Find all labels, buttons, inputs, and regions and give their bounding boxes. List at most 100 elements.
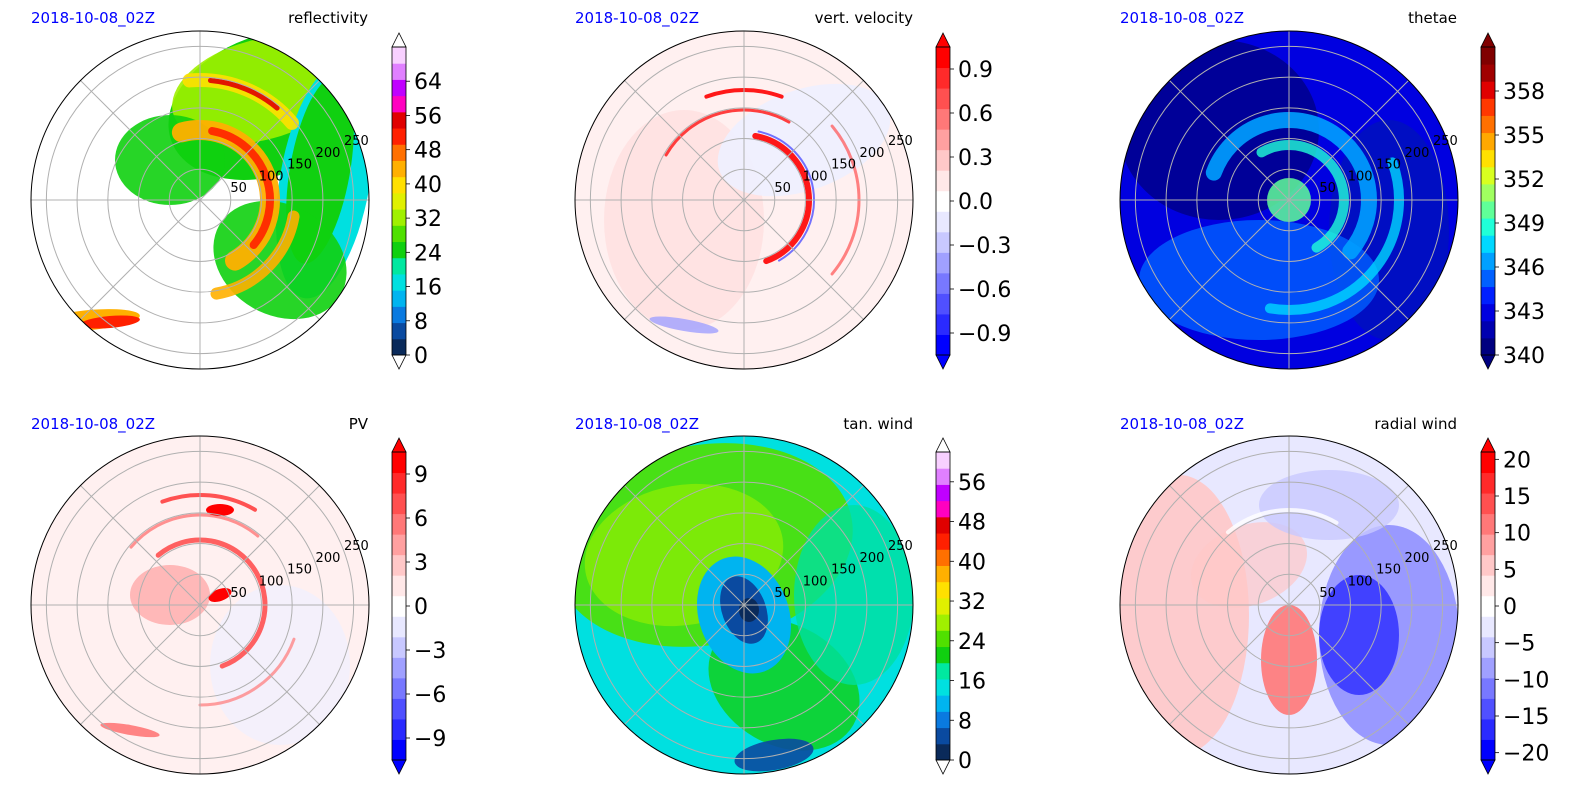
colorbar-segment: [1481, 269, 1495, 288]
colorbar-segment: [936, 293, 950, 315]
colorbar-segment: [392, 95, 406, 113]
grid-spoke: [743, 604, 864, 725]
valid-time-label: 2018-10-08_02Z: [575, 415, 699, 434]
colorbar-segment: [392, 338, 406, 356]
colorbar-tick-label: 64: [414, 70, 442, 95]
colorbar-segment: [936, 646, 950, 664]
colorbar-segment: [936, 516, 950, 534]
colorbar-segment: [936, 565, 950, 583]
grid-spoke: [199, 604, 320, 725]
colorbar-segment: [1481, 218, 1495, 236]
polar-grid: [575, 436, 913, 774]
eyewall-core: [208, 127, 274, 249]
colorbar-segment: [1481, 115, 1495, 134]
ring-label: 100: [803, 574, 828, 589]
colorbar-segment: [1481, 513, 1495, 535]
colorbar-tick-label: 10: [1503, 522, 1531, 547]
colorbar-segment: [1481, 452, 1495, 474]
colorbar-segment: [392, 554, 406, 576]
panel-title: thetae: [1408, 9, 1457, 27]
ring-label: 50: [774, 181, 791, 196]
colorbar-segment: [392, 160, 406, 178]
colorbar-tick-label: 40: [414, 173, 442, 198]
colorbar-segment: [392, 636, 406, 658]
colorbar-tick-label: −20: [1503, 742, 1549, 767]
colorbar-tick-label: 24: [958, 630, 986, 655]
colorbar-segment: [936, 597, 950, 615]
grid-spoke: [80, 604, 201, 725]
polar-frame: [30, 435, 370, 775]
colorbar-segment: [392, 79, 406, 97]
ring-label: 200: [860, 146, 885, 161]
colorbar-segment: [1481, 81, 1495, 99]
colorbar-segment: [392, 595, 406, 617]
colorbar-segment: [936, 211, 950, 233]
colorbar-extend-max: [391, 437, 407, 453]
colorbar-segment: [936, 47, 950, 69]
colorbar-segment: [936, 129, 950, 151]
colorbar-segment: [936, 108, 950, 130]
colorbar-segment: [392, 575, 406, 597]
ring-label: 50: [1319, 181, 1336, 196]
panel-title: tan. wind: [843, 415, 913, 433]
colorbar-tick-label: −0.6: [958, 278, 1011, 303]
polar-grid: [31, 436, 369, 774]
colorbar-segment: [392, 111, 406, 129]
polar-grid: [575, 31, 913, 369]
grid-spoke: [743, 199, 864, 320]
colorbar-tick-label: 56: [414, 104, 442, 129]
colorbar-segment: [1481, 337, 1495, 356]
ring-label: 250: [888, 134, 913, 149]
colorbar: −9 −6 −3 0 3 6 9: [391, 437, 446, 775]
colorbar-segment: [392, 47, 406, 64]
field-feature: [1259, 470, 1399, 540]
colorbar-extend-min: [391, 759, 407, 775]
colorbar-tick-label: 352: [1503, 168, 1545, 193]
colorbar-tick-label: 0: [414, 344, 428, 369]
valid-time-label: 2018-10-08_02Z: [1120, 415, 1244, 434]
colorbar-segment: [1481, 201, 1495, 219]
field-feature: [794, 505, 913, 685]
colorbar-tick-label: 340: [1503, 344, 1545, 369]
polar-grid: [1120, 31, 1458, 369]
colorbar-tick-label: 0: [1503, 595, 1517, 620]
colorbar-extend-min: [935, 759, 951, 775]
grid-spoke: [1169, 80, 1290, 201]
colorbar: −20 −15 −10 −5 0 5 10 15 20: [1480, 437, 1549, 775]
colorbar-extend-max: [1480, 32, 1496, 48]
colorbar-segment: [936, 170, 950, 192]
grid-spoke: [1169, 604, 1290, 725]
colorbar-extend-min: [1480, 759, 1496, 775]
colorbar-segment: [1481, 493, 1495, 515]
colorbar-segment: [1481, 616, 1495, 638]
colorbar-tick-label: 0.0: [958, 190, 993, 215]
colorbar-segment: [936, 662, 950, 680]
colorbar: 340 343 346 349 352 355 358: [1480, 32, 1545, 370]
colorbar-tick-label: 16: [958, 670, 986, 695]
colorbar-tick-label: 0: [958, 749, 972, 774]
ring-label: 200: [316, 146, 341, 161]
ring-label: 100: [259, 169, 284, 184]
colorbar-segment: [1481, 739, 1495, 761]
ring-label: 250: [1433, 134, 1458, 149]
colorbar-segment: [936, 533, 950, 550]
polar-frame: [1119, 435, 1459, 775]
colorbar-tick-label: −5: [1503, 632, 1535, 657]
colorbar-extend-min: [935, 354, 951, 370]
colorbar-segment: [392, 322, 406, 340]
grid-spoke: [1288, 199, 1409, 320]
rainband: [1225, 508, 1339, 535]
colorbar-segment: [1481, 64, 1495, 82]
valid-time-label: 2018-10-08_02Z: [1120, 9, 1244, 28]
colorbar-segment: [1481, 183, 1495, 202]
colorbar-segment: [392, 63, 406, 80]
grid-spoke: [199, 485, 320, 606]
colorbar-segment: [392, 472, 406, 494]
ring-label: 200: [860, 551, 885, 566]
panel-title: vert. velocity: [815, 9, 913, 27]
colorbar-segment: [936, 468, 950, 485]
